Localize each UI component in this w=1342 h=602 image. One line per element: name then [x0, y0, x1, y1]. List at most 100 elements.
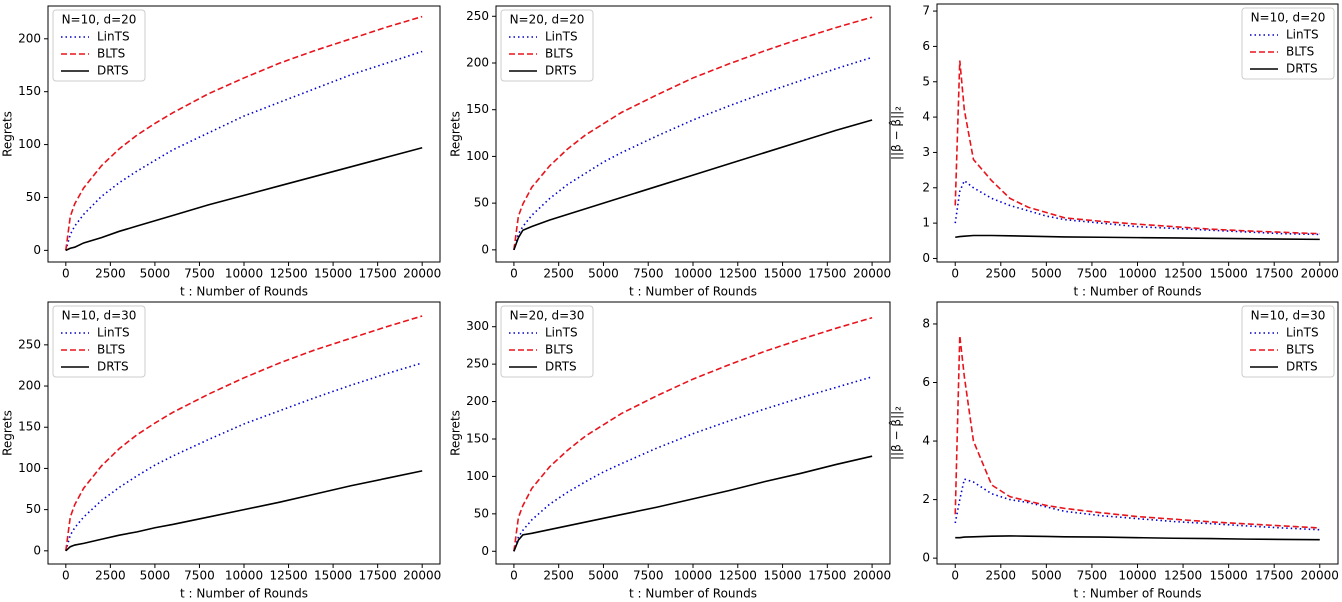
y-tick-label: 200: [466, 55, 489, 69]
axes-frame: [47, 301, 441, 565]
y-axis-label: ||β − β̂||₂: [887, 406, 903, 460]
y-tick-label: 5: [922, 74, 930, 88]
y-tick-label: 200: [18, 31, 41, 45]
legend-box: [52, 9, 146, 82]
y-tick-label: 4: [922, 110, 930, 124]
x-tick-label: 0: [510, 569, 518, 583]
legend-label: BLTS: [97, 47, 125, 61]
x-tick-label: 17500: [359, 569, 397, 583]
x-tick-label: 0: [951, 267, 959, 281]
x-tick-label: 10000: [1118, 267, 1156, 281]
x-tick-label: 17500: [808, 569, 846, 583]
axes-frame: [936, 3, 1339, 263]
y-tick-label: 100: [18, 137, 41, 151]
legend-label: DRTS: [545, 64, 577, 78]
x-tick-label: 12500: [719, 569, 757, 583]
x-tick-label: 12500: [269, 267, 307, 281]
legend-title: N=10, d=20: [1251, 11, 1326, 25]
y-tick-label: 300: [466, 319, 489, 333]
legend-title: N=10, d=20: [62, 13, 137, 27]
x-tick-label: 7500: [1077, 569, 1108, 583]
y-tick-label: 250: [466, 9, 489, 23]
y-tick-label: 0: [922, 551, 930, 565]
x-tick-label: 17500: [1255, 267, 1293, 281]
legend-label: DRTS: [1286, 62, 1318, 76]
x-tick-label: 2500: [543, 569, 574, 583]
panel: 0 2500 5000 7500 10000 12500 15000 17500 20000 0 1…: [887, 3, 1339, 299]
axes-frame: [936, 301, 1339, 565]
legend-label: LinTS: [1286, 326, 1319, 340]
legend-box: [500, 9, 594, 82]
y-tick-label: 50: [474, 506, 489, 520]
y-tick-label: 0: [33, 543, 41, 557]
x-tick-label: 0: [62, 569, 70, 583]
x-tick-label: 5000: [588, 267, 619, 281]
x-axis-label: t : Number of Rounds: [180, 285, 308, 299]
legend-title: N=10, d=30: [1251, 309, 1326, 323]
x-axis-label: t : Number of Rounds: [1074, 285, 1202, 299]
x-tick-label: 7500: [184, 267, 215, 281]
x-tick-label: 2500: [986, 569, 1017, 583]
series-line: [955, 535, 1320, 541]
x-tick-label: 5000: [140, 267, 171, 281]
y-tick-label: 2: [922, 492, 930, 506]
legend-title: N=20, d=30: [510, 309, 585, 323]
panel: 0 2500 5000 7500 10000 12500 15000 17500 20000 0 5…: [449, 5, 891, 299]
y-tick-label: 250: [18, 337, 41, 351]
y-tick-label: 1: [922, 216, 930, 230]
x-tick-label: 10000: [225, 569, 263, 583]
x-tick-label: 15000: [314, 267, 352, 281]
series-line: [65, 362, 423, 552]
y-tick-label: 150: [18, 84, 41, 98]
x-tick-label: 17500: [359, 267, 397, 281]
x-axis-label: t : Number of Rounds: [629, 587, 757, 601]
y-axis-label: Regrets: [1, 410, 15, 456]
legend-title: N=20, d=20: [510, 13, 585, 27]
y-tick-label: 100: [466, 149, 489, 163]
x-tick-label: 7500: [1077, 267, 1108, 281]
x-tick-label: 10000: [674, 267, 712, 281]
series-line: [954, 179, 1320, 236]
x-tick-label: 10000: [225, 267, 263, 281]
series-line: [513, 455, 873, 552]
x-tick-label: 5000: [140, 569, 171, 583]
x-tick-label: 15000: [763, 267, 801, 281]
y-tick-label: 8: [922, 316, 930, 330]
y-tick-label: 50: [26, 190, 41, 204]
legend-label: BLTS: [97, 343, 125, 357]
x-tick-label: 7500: [633, 267, 664, 281]
axes-frame: [495, 301, 891, 565]
legend-label: LinTS: [97, 30, 130, 44]
y-axis-label: Regrets: [449, 410, 463, 456]
x-tick-label: 5000: [1031, 569, 1062, 583]
panel: 0 2500 5000 7500 10000 12500 15000 17500 20000 0 2…: [887, 301, 1339, 601]
legend-label: LinTS: [97, 326, 130, 340]
series-line: [513, 16, 873, 250]
panel: 0 2500 5000 7500 10000 12500 15000 17500 20000 0 5…: [1, 301, 441, 601]
x-tick-label: 10000: [674, 569, 712, 583]
x-tick-label: 7500: [184, 569, 215, 583]
x-tick-label: 0: [62, 267, 70, 281]
y-tick-label: 7: [922, 4, 930, 18]
x-tick-label: 2500: [986, 267, 1017, 281]
legend-label: LinTS: [545, 326, 578, 340]
legend-label: BLTS: [1286, 45, 1314, 59]
series-line: [954, 60, 1320, 235]
x-tick-label: 12500: [269, 569, 307, 583]
legend-box: [1241, 305, 1335, 378]
y-tick-label: 0: [33, 243, 41, 257]
x-tick-label: 20000: [1301, 267, 1339, 281]
x-tick-label: 20000: [853, 267, 891, 281]
x-tick-label: 15000: [1210, 267, 1248, 281]
series-line: [513, 316, 873, 552]
series-line: [65, 470, 423, 552]
x-tick-label: 0: [951, 569, 959, 583]
x-tick-label: 12500: [1164, 267, 1202, 281]
x-tick-label: 20000: [1301, 569, 1339, 583]
y-tick-label: 0: [481, 242, 489, 256]
legend-box: [1241, 7, 1335, 80]
legend-label: DRTS: [97, 360, 129, 374]
y-tick-label: 0: [481, 544, 489, 558]
y-tick-label: 4: [922, 434, 930, 448]
